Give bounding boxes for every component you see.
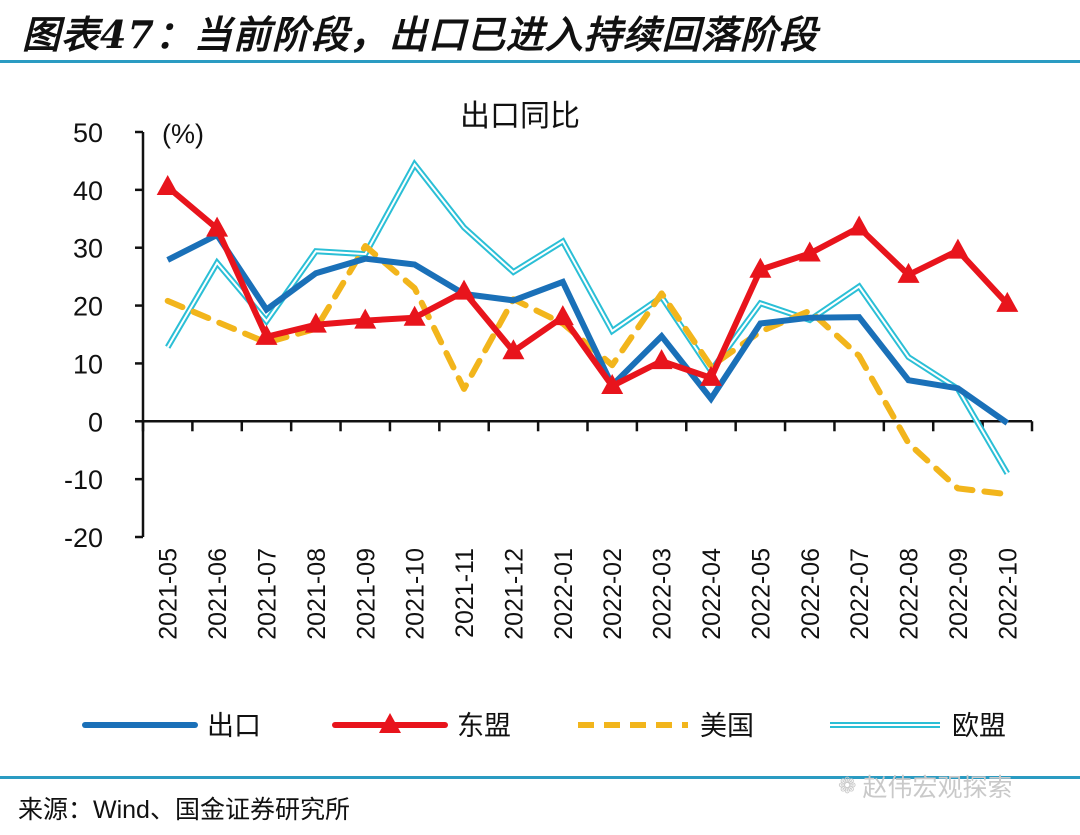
legend-item: 欧盟 xyxy=(830,711,1006,742)
y-tick-label: 30 xyxy=(73,234,103,264)
legend-marker-triangle xyxy=(379,713,401,733)
x-tick-label: 2022-07 xyxy=(846,548,874,640)
y-tick-label: 50 xyxy=(73,118,103,148)
series-marker-triangle xyxy=(601,373,624,394)
x-tick-label: 2022-04 xyxy=(698,548,726,640)
series-marker-triangle xyxy=(650,349,673,370)
x-tick-label: 2021-11 xyxy=(451,548,479,638)
x-tick-label: 2022-03 xyxy=(649,548,677,640)
figure-title: 图表47：当前阶段，出口已进入持续回落阶段 xyxy=(22,12,818,57)
series-marker-triangle xyxy=(749,257,772,278)
series-1 xyxy=(166,231,1010,426)
series-4 xyxy=(165,158,1010,475)
x-tick-label: 2022-06 xyxy=(797,548,825,640)
series-marker-triangle xyxy=(304,312,327,333)
series-marker-triangle xyxy=(156,174,179,195)
source-note: 来源：Wind、国金证券研究所 xyxy=(18,796,350,824)
x-tick-label: 2021-07 xyxy=(253,548,281,640)
y-tick-label: -10 xyxy=(64,465,103,495)
line-chart: 出口同比 (%) 50 40 30 20 10 0 -10 -20 2021-05 2021-06… xyxy=(64,99,1034,742)
series-line xyxy=(166,231,1010,426)
x-tick-label: 2021-09 xyxy=(352,548,380,640)
y-tick-label: -20 xyxy=(64,523,103,553)
x-tick-label: 2022-09 xyxy=(945,548,973,640)
x-tick-label: 2022-05 xyxy=(747,548,775,640)
x-tick-label: 2021-06 xyxy=(204,548,232,640)
x-tick-label: 2022-10 xyxy=(994,548,1022,640)
legend-label: 出口 xyxy=(207,711,261,742)
legend-item: 东盟 xyxy=(332,711,511,742)
series-marker-triangle xyxy=(255,324,278,345)
x-tick-label: 2022-08 xyxy=(896,548,924,640)
series-marker-triangle xyxy=(699,365,722,386)
x-tick-label: 2021-12 xyxy=(500,548,528,640)
series-line-inner xyxy=(166,162,1009,474)
x-tick-label: 2021-10 xyxy=(402,548,430,640)
series-marker-triangle xyxy=(946,238,969,259)
y-tick-label: 10 xyxy=(73,349,103,379)
legend-label: 东盟 xyxy=(457,711,511,742)
series-marker-triangle xyxy=(798,241,821,262)
series-layer xyxy=(156,158,1019,498)
y-unit-label: (%) xyxy=(162,119,204,149)
legend-label: 美国 xyxy=(700,711,754,742)
x-tick-label: 2022-01 xyxy=(550,548,578,640)
series-marker-triangle xyxy=(502,339,525,360)
series-2 xyxy=(156,174,1019,394)
series-marker-triangle xyxy=(848,215,871,236)
top-divider xyxy=(0,60,1080,63)
series-marker-triangle xyxy=(453,279,476,300)
axes: 50 40 30 20 10 0 -10 -20 2021-05 2021-06 2021-07 20… xyxy=(64,118,1034,640)
legend: 出口 东盟 美国 欧盟 xyxy=(82,711,1006,742)
y-tick-label: 40 xyxy=(73,176,103,206)
x-tick-label: 2021-05 xyxy=(155,548,183,640)
wechat-icon: ❁ xyxy=(838,773,857,799)
series-marker-triangle xyxy=(551,305,574,326)
y-tick-label: 20 xyxy=(73,292,103,322)
watermark: ❁ 赵伟宏观探索 xyxy=(838,768,1012,804)
x-tick-label: 2021-08 xyxy=(303,548,331,640)
legend-item: 出口 xyxy=(82,711,261,742)
y-tick-label: 0 xyxy=(88,407,103,437)
series-marker-triangle xyxy=(403,305,426,326)
series-marker-triangle xyxy=(206,216,229,237)
series-marker-triangle xyxy=(354,308,377,329)
legend-item: 美国 xyxy=(578,711,754,742)
watermark-text: 赵伟宏观探索 xyxy=(862,773,1013,802)
chart-title: 出口同比 xyxy=(460,99,580,134)
x-tick-label: 2022-02 xyxy=(599,548,627,640)
bottom-divider xyxy=(0,776,1080,779)
series-marker-triangle xyxy=(996,291,1019,312)
legend-label: 欧盟 xyxy=(952,711,1006,742)
series-marker-triangle xyxy=(897,262,920,283)
